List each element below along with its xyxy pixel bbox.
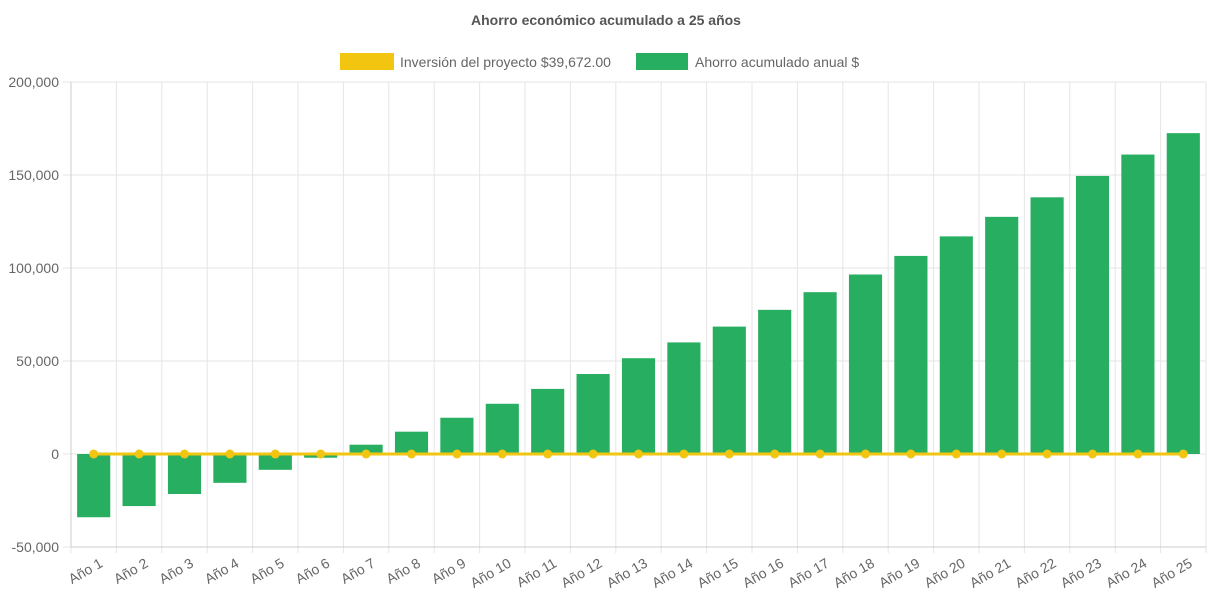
legend: Inversión del proyecto $39,672.00 Ahorro…	[340, 53, 859, 70]
investment-point[interactable]	[1133, 449, 1143, 459]
investment-line	[89, 449, 1188, 459]
investment-point[interactable]	[316, 449, 326, 459]
legend-swatch-line[interactable]	[340, 53, 394, 70]
bar[interactable]	[440, 417, 474, 454]
investment-point[interactable]	[770, 449, 780, 459]
y-tick-label: 0	[51, 446, 59, 462]
investment-point[interactable]	[134, 449, 144, 459]
investment-point[interactable]	[180, 449, 189, 459]
x-tick-label: Año 22	[1012, 555, 1059, 591]
bar[interactable]	[258, 454, 292, 470]
investment-point[interactable]	[407, 449, 416, 459]
x-tick-label: Año 4	[202, 555, 242, 587]
bar[interactable]	[1075, 175, 1110, 454]
bar[interactable]	[77, 454, 111, 518]
bar[interactable]	[621, 358, 656, 454]
x-tick-label: Año 7	[338, 555, 378, 587]
bar[interactable]	[531, 388, 565, 454]
x-tick-label: Año 18	[831, 555, 878, 591]
x-axis: Año 1 Año 2 Año 3 Año 4 Año 5 Año 6 Año 7 Año 8…	[66, 546, 1206, 591]
bar[interactable]	[758, 309, 792, 454]
x-tick-label: Año 10	[467, 555, 514, 591]
y-tick-label: 100,000	[8, 260, 59, 276]
bar[interactable]	[848, 274, 883, 454]
y-tick-label: 200,000	[8, 74, 59, 90]
investment-point[interactable]	[1178, 449, 1188, 459]
y-tick-label: -50,000	[12, 539, 60, 555]
x-tick-label: Año 12	[558, 555, 605, 591]
x-tick-label: Año 20	[921, 555, 968, 591]
investment-point[interactable]	[588, 449, 598, 459]
bar[interactable]	[213, 454, 247, 483]
x-tick-label: Año 19	[876, 555, 923, 591]
investment-point[interactable]	[361, 449, 371, 459]
bar[interactable]	[485, 403, 519, 454]
x-tick-label: Año 11	[514, 555, 560, 591]
bar[interactable]	[122, 454, 156, 507]
x-tick-label: Año 5	[247, 555, 287, 587]
investment-point[interactable]	[89, 449, 99, 459]
bar[interactable]	[1166, 133, 1200, 454]
x-tick-label: Año 9	[429, 555, 469, 587]
bar[interactable]	[576, 374, 610, 454]
investment-point[interactable]	[951, 449, 961, 459]
investment-point[interactable]	[861, 449, 870, 459]
legend-swatch-bar[interactable]	[636, 53, 688, 70]
bar[interactable]	[667, 342, 701, 454]
x-tick-label: Año 6	[293, 555, 333, 587]
investment-point[interactable]	[997, 449, 1007, 459]
bar[interactable]	[1121, 154, 1155, 455]
bars	[77, 133, 1200, 518]
investment-point[interactable]	[906, 449, 916, 459]
bar[interactable]	[349, 444, 383, 454]
investment-point[interactable]	[497, 449, 507, 459]
x-tick-label: Año 8	[383, 555, 423, 587]
x-tick-label: Año 3	[156, 555, 196, 587]
x-tick-label: Año 21	[967, 555, 1014, 591]
x-tick-label: Año 14	[649, 555, 696, 591]
bar[interactable]	[1030, 197, 1064, 454]
investment-point[interactable]	[679, 449, 689, 459]
bar[interactable]	[803, 292, 837, 454]
y-tick-label: 50,000	[16, 353, 59, 369]
x-tick-label: Año 16	[740, 555, 787, 591]
x-tick-label: Año 17	[785, 555, 832, 591]
x-tick-label: Año 24	[1103, 555, 1150, 591]
bar[interactable]	[712, 326, 746, 454]
investment-point[interactable]	[724, 449, 734, 459]
y-axis: 200,000 150,000 100,000 50,000 0 -50,000	[8, 74, 72, 555]
investment-point[interactable]	[634, 449, 643, 459]
investment-point[interactable]	[452, 449, 462, 459]
x-tick-label: Año 15	[694, 555, 741, 591]
y-tick-label: 150,000	[8, 167, 59, 183]
x-tick-label: Año 23	[1058, 555, 1105, 591]
investment-point[interactable]	[543, 449, 553, 459]
x-tick-label: Año 25	[1148, 555, 1195, 591]
bar[interactable]	[894, 255, 928, 454]
investment-point[interactable]	[1042, 449, 1052, 459]
x-tick-label: Año 1	[66, 555, 106, 587]
investment-point[interactable]	[1088, 449, 1097, 459]
bar[interactable]	[985, 216, 1019, 454]
legend-label-line[interactable]: Inversión del proyecto $39,672.00	[400, 54, 611, 70]
chart-title: Ahorro económico acumulado a 25 años	[471, 12, 741, 28]
bar[interactable]	[167, 454, 202, 494]
x-tick-label: Año 13	[604, 555, 651, 591]
investment-point[interactable]	[225, 449, 235, 459]
investment-point[interactable]	[270, 449, 280, 459]
x-tick-label: Año 2	[111, 555, 151, 587]
investment-point[interactable]	[815, 449, 825, 459]
bar[interactable]	[939, 236, 973, 454]
legend-label-bar[interactable]: Ahorro acumulado anual $	[695, 54, 859, 70]
bar[interactable]	[394, 431, 429, 454]
